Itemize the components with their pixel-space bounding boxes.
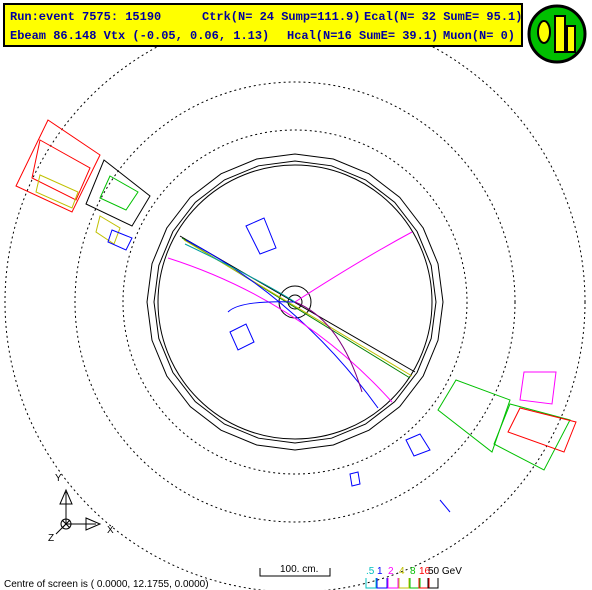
ecal-cell xyxy=(99,175,139,211)
track xyxy=(294,301,363,393)
hcal-cell xyxy=(507,407,577,453)
ecal-ring xyxy=(122,129,468,475)
energy-tick xyxy=(427,578,439,589)
hcal: Hcal(N=16 SumE= 39.1) xyxy=(287,29,438,43)
hcal-cell xyxy=(85,159,151,227)
ecal-cell xyxy=(95,215,121,245)
track xyxy=(227,301,296,313)
axis-z: Z xyxy=(48,533,54,544)
logo xyxy=(527,4,587,64)
track xyxy=(185,239,379,409)
axes-icon xyxy=(55,488,102,535)
tracks xyxy=(167,231,416,409)
run-event: Run:event 7575: 15190 xyxy=(10,10,161,24)
shape xyxy=(554,15,566,53)
hcal-cell xyxy=(15,119,101,213)
shape xyxy=(60,518,72,530)
shape xyxy=(566,25,576,53)
ecal-cell xyxy=(107,229,133,251)
energy-label: 50 GeV xyxy=(428,566,462,577)
energy-label: 16 xyxy=(419,566,431,577)
muon-cell xyxy=(519,371,557,405)
calorimeter xyxy=(15,119,577,513)
ctrk: Ctrk(N= 24 Sump=111.9) xyxy=(202,10,360,24)
energy-label: 2 xyxy=(388,566,394,577)
muon: Muon(N= 0) xyxy=(443,29,515,43)
centre-text: Centre of screen is ( 0.0000, 12.1755, 0… xyxy=(4,579,209,590)
energy-label: 1 xyxy=(377,566,383,577)
detector xyxy=(4,11,586,590)
hcal-cell xyxy=(31,139,91,201)
jet-chamber xyxy=(157,164,433,440)
hcal-ring xyxy=(74,81,516,523)
track xyxy=(294,231,413,303)
shape xyxy=(59,488,73,505)
ecal-cell xyxy=(405,433,431,457)
energy-tick xyxy=(398,578,410,589)
hcal-cell xyxy=(437,379,511,453)
shape xyxy=(55,523,67,535)
shape xyxy=(85,517,102,531)
track xyxy=(167,257,393,403)
energy-tick xyxy=(409,578,421,589)
track xyxy=(184,243,296,303)
energy-label: 8 xyxy=(410,566,416,577)
ecal-cell xyxy=(349,471,361,487)
energy-tick xyxy=(365,578,377,589)
hit xyxy=(439,499,451,513)
ecal-cell xyxy=(35,174,79,209)
hcal-cell xyxy=(493,403,571,471)
scale-bar xyxy=(259,568,331,577)
coil-inner xyxy=(153,160,437,444)
shape xyxy=(537,20,551,44)
ecal-cell xyxy=(229,323,255,351)
ebeam: Ebeam 86.148 Vtx (-0.05, 0.06, 1.13) xyxy=(10,29,269,43)
energy-label: .5 xyxy=(366,566,375,577)
energy-tick xyxy=(376,578,388,589)
muon-ring xyxy=(4,11,586,590)
axis-x: X xyxy=(107,525,114,536)
coil-outer xyxy=(146,153,444,451)
energy-label: 4 xyxy=(399,566,405,577)
scale-text: 100. cm. xyxy=(280,564,318,575)
ecal: Ecal(N= 32 SumE= 95.1) xyxy=(364,10,522,24)
energy-tick xyxy=(387,578,399,589)
energy-tick xyxy=(418,578,430,589)
header-box xyxy=(3,3,523,47)
axis-y: Y xyxy=(55,473,62,484)
ecal-cell xyxy=(245,217,277,255)
